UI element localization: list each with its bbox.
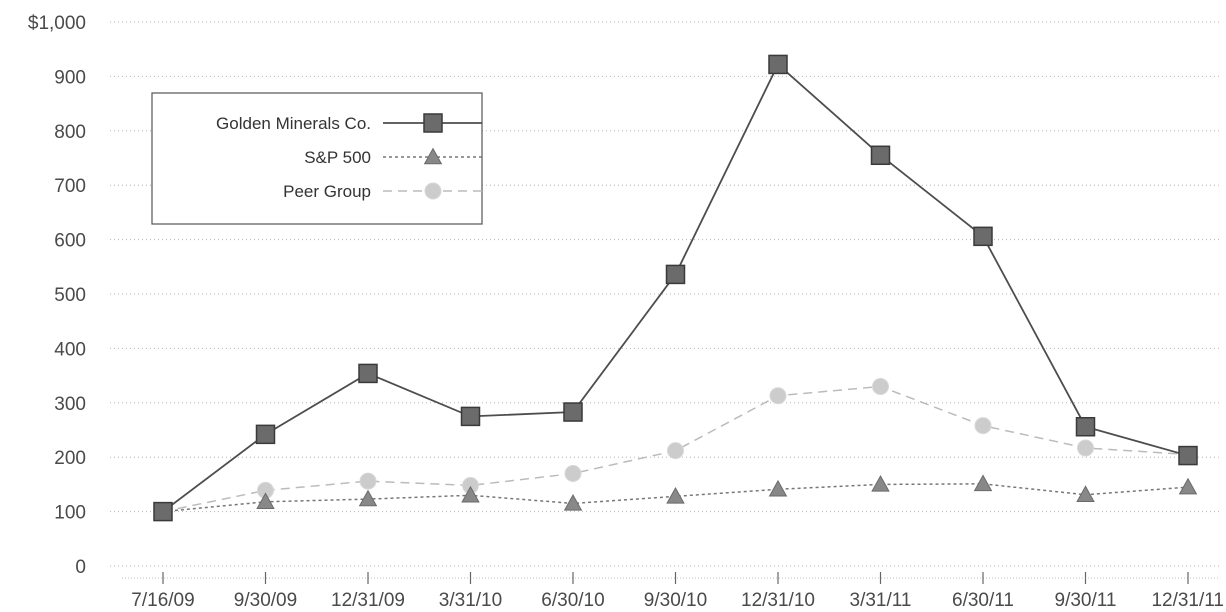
- y-tick-label: 800: [54, 122, 86, 143]
- x-tick-label: 3/31/11: [850, 590, 912, 611]
- data-point-circle: [769, 387, 787, 405]
- data-point-circle: [872, 377, 889, 395]
- y-tick-label: 300: [54, 394, 86, 415]
- data-point-triangle: [461, 485, 480, 503]
- data-point-circle: [359, 472, 377, 490]
- y-tick-label: 200: [54, 448, 86, 469]
- series-group: [153, 54, 1198, 522]
- x-tick-label: 7/16/09: [131, 590, 194, 611]
- data-point-square: [665, 264, 686, 285]
- data-point-square: [870, 145, 891, 166]
- data-point-square: [255, 424, 276, 445]
- x-tick-label: 9/30/10: [644, 590, 707, 611]
- data-point-triangle: [358, 489, 378, 507]
- legend-label: Peer Group: [283, 182, 371, 201]
- legend-marker-square: [423, 113, 443, 133]
- series-golden-minerals-co: [153, 54, 1198, 522]
- x-tick-label: 12/31/09: [331, 590, 405, 611]
- y-tick-label: 0: [75, 557, 86, 578]
- data-point-circle: [1077, 439, 1094, 457]
- legend-marker-triangle: [423, 147, 443, 165]
- data-point-triangle: [973, 474, 993, 492]
- y-tick-label: 600: [54, 231, 86, 252]
- y-tick-label: $1,000: [28, 13, 86, 34]
- legend-marker-circle: [424, 182, 442, 200]
- data-point-triangle: [1178, 477, 1198, 495]
- x-tick-label: 3/31/10: [439, 590, 502, 611]
- data-point-square: [460, 406, 481, 427]
- x-tick-label: 12/31/10: [741, 590, 815, 611]
- legend: Golden Minerals Co. S&P 500 Peer Group: [151, 92, 483, 225]
- x-tick-label: 12/31/11: [1151, 590, 1224, 611]
- data-point-circle: [667, 442, 684, 460]
- data-point-triangle: [666, 486, 685, 504]
- axes: 0 100 200 300 400 500 600 700 800 900 $1,000 7/16/0…: [28, 13, 1224, 611]
- x-tick-label: 6/30/10: [541, 590, 604, 611]
- data-point-square: [768, 54, 788, 75]
- data-point-square: [1075, 416, 1096, 437]
- data-point-square: [973, 226, 993, 247]
- data-point-square: [358, 363, 378, 384]
- x-tick-label: 9/30/09: [234, 590, 297, 611]
- x-tick-label: 6/30/11: [952, 590, 1014, 611]
- data-point-triangle: [256, 492, 275, 510]
- legend-label: Golden Minerals Co.: [216, 114, 371, 133]
- data-point-triangle: [1076, 485, 1095, 502]
- data-point-triangle: [768, 479, 788, 497]
- y-tick-label: 500: [54, 285, 86, 306]
- data-point-triangle: [871, 474, 890, 492]
- y-tick-label: 400: [54, 339, 86, 360]
- legend-label: S&P 500: [304, 148, 371, 167]
- data-point-square: [1178, 445, 1198, 466]
- data-point-square: [153, 501, 173, 522]
- data-point-circle: [564, 465, 582, 483]
- data-point-circle: [974, 417, 992, 435]
- y-tick-label: 700: [54, 176, 86, 197]
- y-tick-label: 100: [54, 503, 86, 524]
- y-tick-label: 900: [54, 67, 86, 88]
- data-point-square: [563, 402, 583, 422]
- x-tick-label: 9/30/11: [1055, 590, 1117, 611]
- data-point-triangle: [563, 494, 583, 511]
